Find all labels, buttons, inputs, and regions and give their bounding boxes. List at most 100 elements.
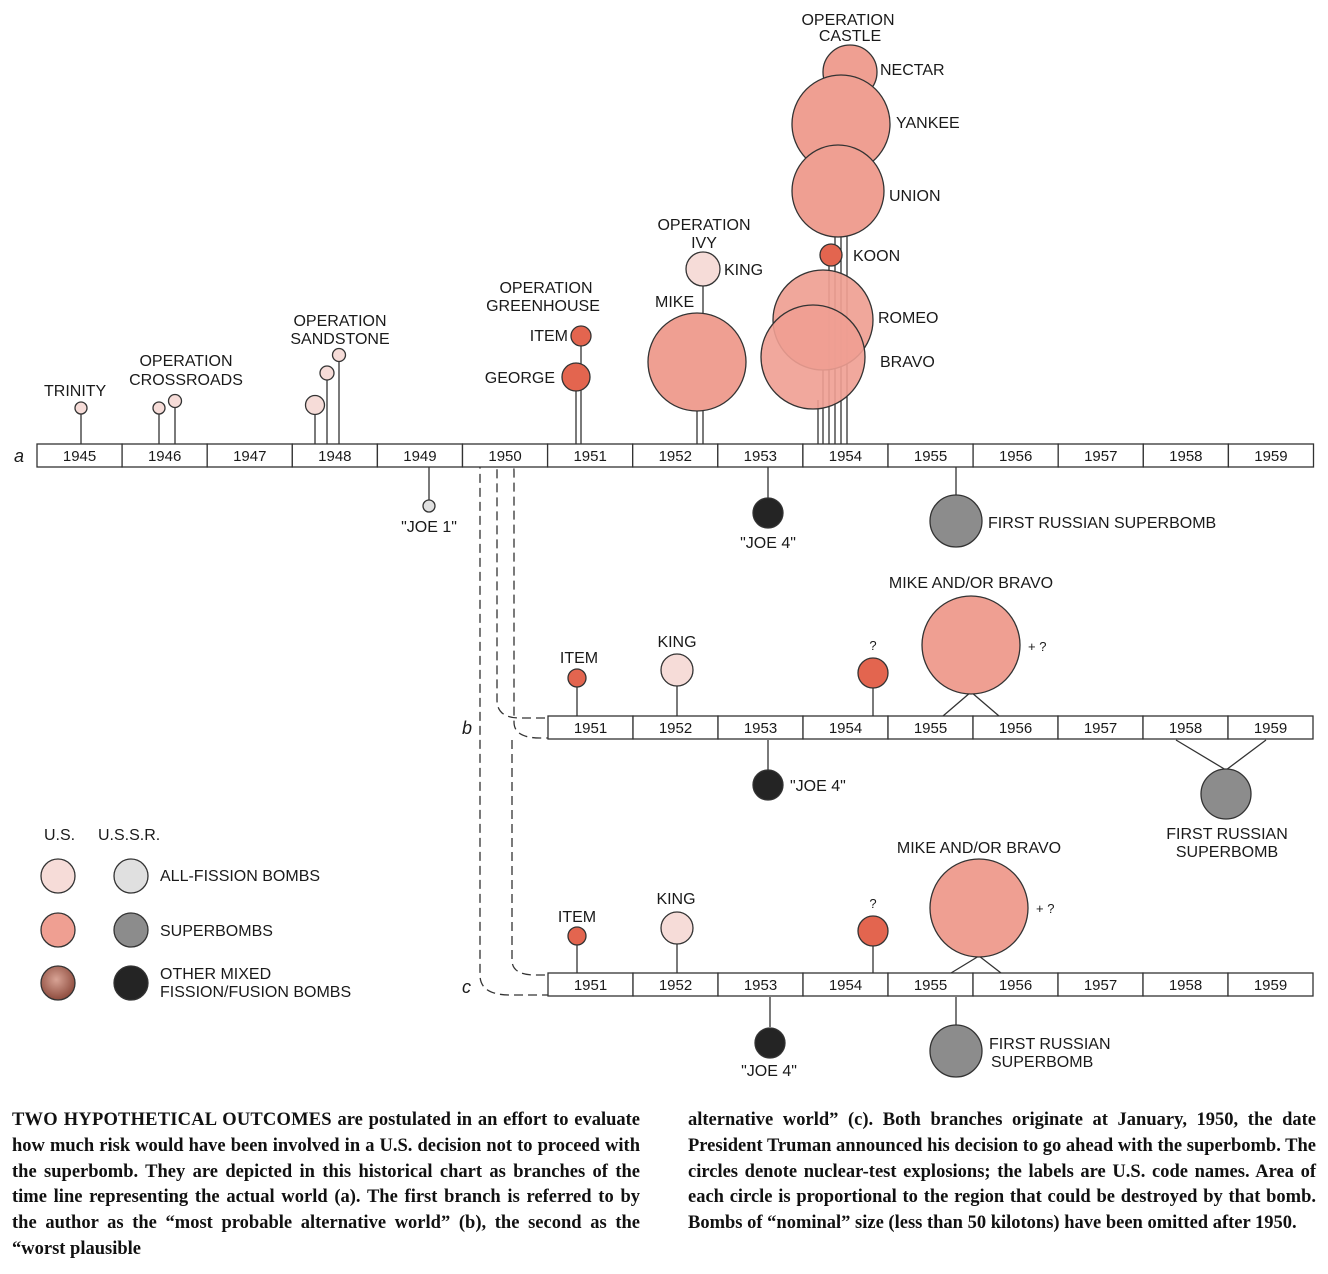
label-superbomb-b: SUPERBOMB — [1176, 844, 1278, 861]
label-mike: MIKE — [655, 294, 694, 311]
year-box-1959 — [1227, 443, 1315, 468]
timeline-c-label: c — [462, 977, 471, 997]
year-label-1957: 1957 — [1084, 720, 1117, 737]
caption-lead: TWO HYPOTHETICAL OUTCOMES — [12, 1110, 332, 1130]
label-greenhouse-2: GREENHOUSE — [486, 298, 600, 315]
item-bomb-b — [567, 668, 587, 688]
label-george: GEORGE — [485, 370, 555, 387]
label-first-russian-b: FIRST RUSSIAN — [1166, 826, 1288, 843]
label-joe-4-a: "JOE 4" — [740, 535, 796, 552]
timeline-b: b 1951 1952 1953 1954 1955 1956 1957 1958 1959 — [462, 715, 1314, 740]
item-bomb-c — [567, 926, 587, 946]
year-label-1958: 1958 — [1169, 977, 1202, 994]
ivy-king-bomb — [685, 251, 721, 287]
year-label-1948: 1948 — [318, 448, 351, 465]
mike-bravo-bomb-b — [921, 595, 1021, 695]
label-crossroads-2: CROSSROADS — [129, 372, 243, 389]
label-nectar: NECTAR — [880, 62, 945, 79]
timeline-b-labels: ITEM KING ? MIKE AND/OR BRAVO + ? "JOE 4… — [560, 575, 1288, 861]
year-label-1953: 1953 — [744, 448, 777, 465]
unknown-bomb-c — [857, 915, 889, 947]
label-plus-question-c: + ? — [1036, 901, 1054, 916]
year-label-1958: 1958 — [1169, 448, 1202, 465]
label-greenhouse-1: OPERATION — [499, 280, 592, 297]
label-mike-bravo-b: MIKE AND/OR BRAVO — [889, 575, 1053, 592]
legend-ussr-fission-swatch — [113, 858, 149, 894]
label-mike-bravo-c: MIKE AND/OR BRAVO — [897, 840, 1061, 857]
year-label-1953: 1953 — [744, 977, 777, 994]
timeline-a: a 1945 1946 1947 1948 1949 1950 1951 1952 1953 19… — [14, 443, 1315, 468]
unknown-bomb-b — [857, 657, 889, 689]
legend-us-header: U.S. — [44, 827, 75, 844]
joe-1-bomb — [422, 499, 436, 513]
year-label-1959: 1959 — [1254, 977, 1287, 994]
year-box-1959 — [1227, 715, 1314, 740]
caption-right-column: alternative world” (c). Both branches or… — [688, 1108, 1316, 1237]
sandstone-bomb-3 — [331, 347, 347, 363]
trinity-bomb — [74, 401, 88, 415]
ivy-mike-bomb — [647, 312, 747, 412]
year-label-1949: 1949 — [403, 448, 436, 465]
timeline-b-bombs — [567, 595, 1252, 820]
branch-connectors — [477, 445, 550, 996]
label-king-c: KING — [656, 891, 695, 908]
label-ivy-2: IVY — [691, 235, 717, 252]
branch-b-connector-outer — [484, 445, 550, 719]
castle-koon-bomb — [819, 243, 843, 267]
timeline-c: c 1951 1952 1953 1954 1955 1956 1957 1958 1959 — [462, 972, 1314, 997]
label-union: UNION — [889, 188, 941, 205]
greenhouse-item-bomb — [570, 325, 592, 347]
timeline-a-label: a — [14, 446, 24, 466]
legend-superbombs-label: SUPERBOMBS — [160, 923, 273, 940]
year-label-1950: 1950 — [488, 448, 521, 465]
year-label-1957: 1957 — [1084, 448, 1117, 465]
joe-4-bomb — [752, 497, 784, 529]
mike-bravo-bomb-c — [929, 858, 1029, 958]
year-label-1947: 1947 — [233, 448, 266, 465]
year-label-1955: 1955 — [914, 977, 947, 994]
label-joe-1: "JOE 1" — [401, 519, 457, 536]
year-label-1958: 1958 — [1169, 720, 1202, 737]
label-yankee: YANKEE — [896, 115, 960, 132]
year-label-1954: 1954 — [829, 448, 862, 465]
year-label-1951: 1951 — [574, 720, 607, 737]
year-label-1955: 1955 — [914, 720, 947, 737]
timeline-b-label: b — [462, 718, 472, 738]
label-first-russian-c: FIRST RUSSIAN — [989, 1036, 1111, 1053]
first-russian-superbomb-b — [1200, 768, 1252, 820]
legend-us-mixed-swatch — [40, 965, 76, 1001]
year-label-1953: 1953 — [744, 720, 777, 737]
label-plus-question-b: + ? — [1028, 639, 1046, 654]
year-label-1954: 1954 — [829, 977, 862, 994]
legend: U.S. U.S.S.R. ALL-FISSION BOMBS SUPERBOM… — [40, 827, 351, 1001]
castle-bravo-bomb — [760, 304, 866, 410]
joe-4-bomb-c — [754, 1027, 786, 1059]
label-trinity: TRINITY — [44, 383, 107, 400]
legend-other-mixed-label-1: OTHER MIXED — [160, 966, 271, 983]
caption-left-column: TWO HYPOTHETICAL OUTCOMES are postulated… — [12, 1108, 640, 1263]
legend-other-mixed-label-2: FISSION/FUSION BOMBS — [160, 984, 351, 1001]
legend-ussr-super-swatch — [113, 912, 149, 948]
label-sandstone-1: OPERATION — [293, 313, 386, 330]
year-label-1946: 1946 — [148, 448, 181, 465]
year-label-1959: 1959 — [1254, 720, 1287, 737]
label-castle-1: OPERATION — [801, 12, 894, 29]
legend-us-fission-swatch — [40, 858, 76, 894]
branch-c-connector-inner — [511, 740, 550, 976]
year-label-1954: 1954 — [829, 720, 862, 737]
crossroads-bomb-2 — [167, 393, 183, 409]
label-first-russian-superbomb-a: FIRST RUSSIAN SUPERBOMB — [988, 515, 1216, 532]
year-label-1956: 1956 — [999, 977, 1032, 994]
crossroads-bomb-1 — [152, 401, 166, 415]
year-label-1956: 1956 — [999, 448, 1032, 465]
year-label-1952: 1952 — [659, 448, 692, 465]
label-sandstone-2: SANDSTONE — [290, 331, 389, 348]
timeline-c-labels: ITEM KING ? MIKE AND/OR BRAVO + ? "JOE 4… — [558, 840, 1111, 1080]
caption-left-text: are postulated in an effort to evaluate … — [12, 1110, 640, 1259]
year-label-1955: 1955 — [914, 448, 947, 465]
legend-ussr-header: U.S.S.R. — [98, 827, 160, 844]
label-item-a: ITEM — [530, 328, 568, 345]
label-superbomb-c: SUPERBOMB — [991, 1054, 1093, 1071]
legend-all-fission-label: ALL-FISSION BOMBS — [160, 868, 320, 885]
greenhouse-george-bomb — [561, 362, 591, 392]
